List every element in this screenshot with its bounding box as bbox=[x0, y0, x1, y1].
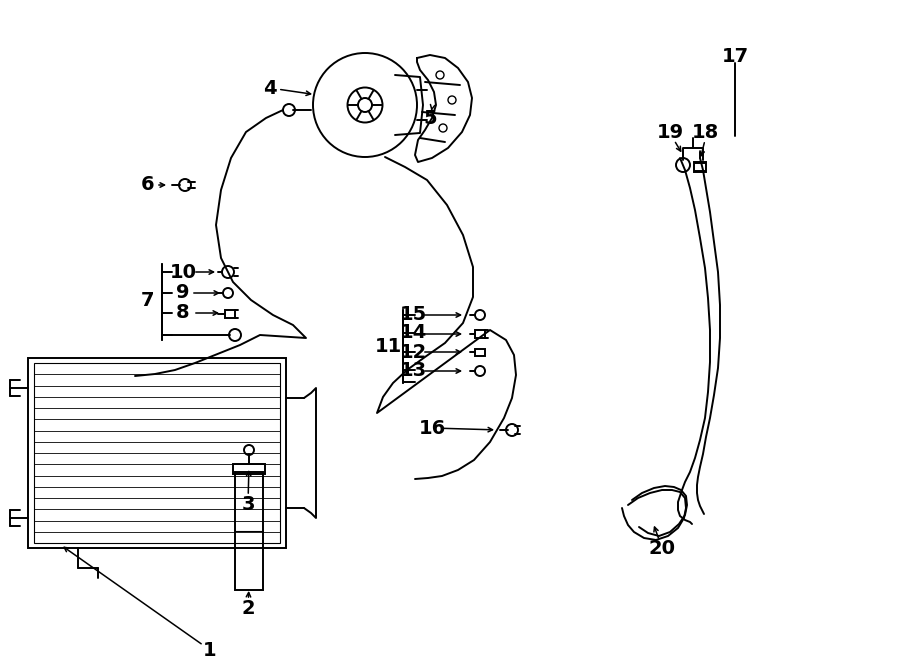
Bar bbox=[694, 162, 706, 172]
Text: 5: 5 bbox=[423, 108, 436, 128]
Bar bbox=[475, 330, 485, 338]
Text: 12: 12 bbox=[400, 342, 427, 362]
Bar bbox=[235, 472, 263, 590]
Text: 15: 15 bbox=[400, 305, 427, 325]
Text: 18: 18 bbox=[691, 122, 718, 141]
Text: 17: 17 bbox=[722, 46, 749, 65]
Text: 1: 1 bbox=[203, 641, 217, 660]
Bar bbox=[34, 363, 280, 543]
Text: 10: 10 bbox=[169, 262, 196, 282]
Text: 2: 2 bbox=[241, 598, 255, 617]
Text: 11: 11 bbox=[374, 338, 401, 356]
Text: 19: 19 bbox=[656, 122, 684, 141]
Bar bbox=[475, 348, 485, 356]
Bar bbox=[225, 310, 235, 318]
Text: 13: 13 bbox=[400, 362, 427, 381]
Bar bbox=[28, 358, 286, 548]
Text: 16: 16 bbox=[418, 418, 446, 438]
Text: 4: 4 bbox=[263, 79, 277, 98]
Text: 20: 20 bbox=[649, 539, 676, 557]
Text: 6: 6 bbox=[141, 176, 155, 194]
Text: 9: 9 bbox=[176, 284, 190, 303]
Bar bbox=[233, 464, 265, 474]
Text: 14: 14 bbox=[400, 323, 427, 342]
Text: 7: 7 bbox=[141, 290, 155, 309]
Text: 3: 3 bbox=[241, 494, 255, 514]
Text: 8: 8 bbox=[176, 303, 190, 323]
